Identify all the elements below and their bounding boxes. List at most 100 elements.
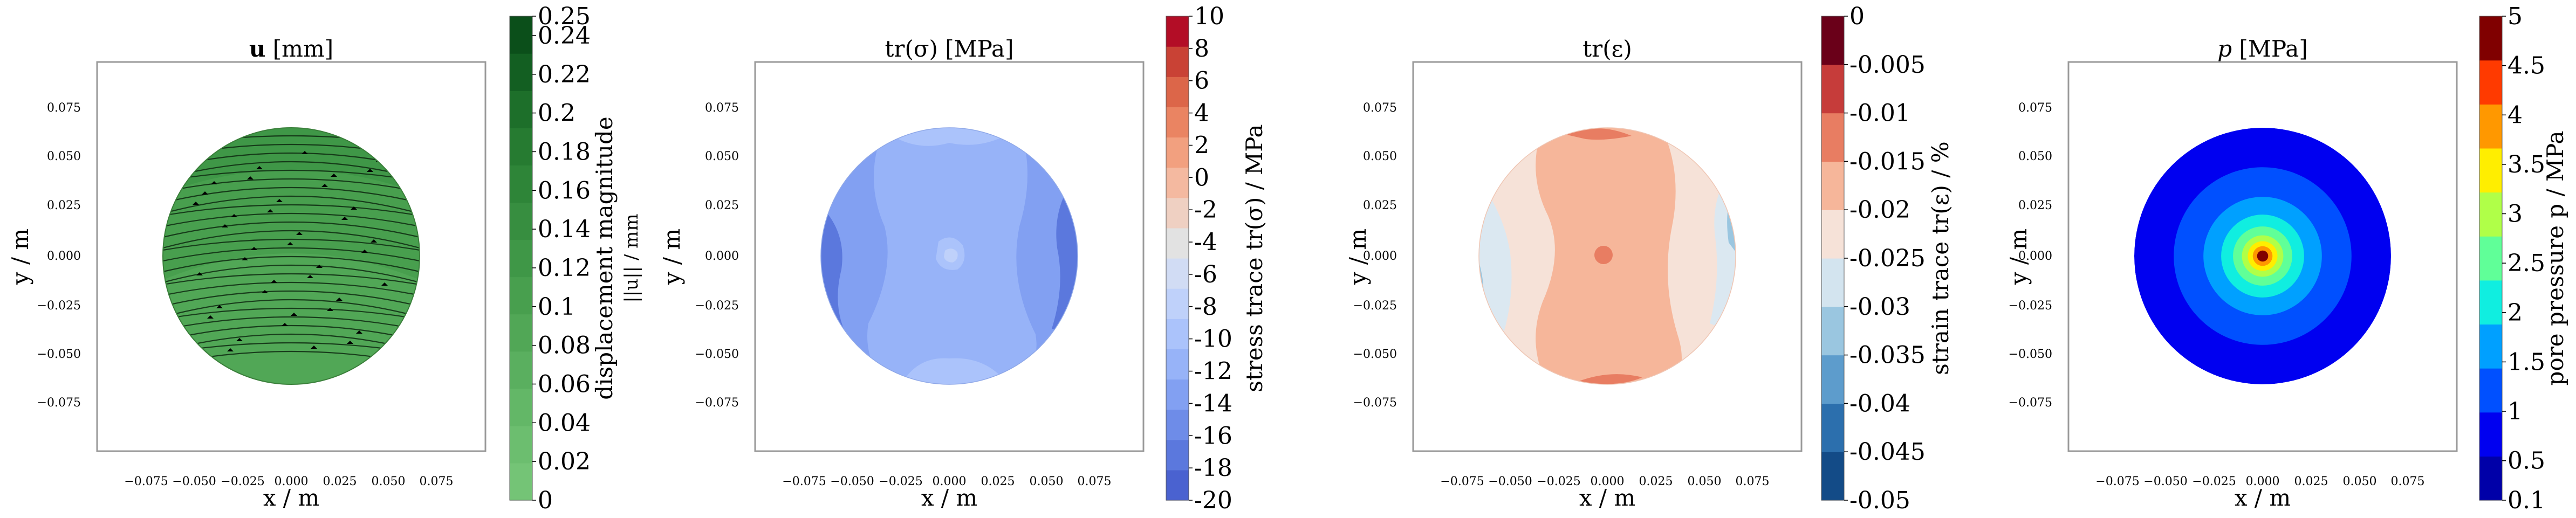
x-axis-label: x / m (1579, 485, 1635, 511)
streamline (163, 247, 420, 262)
colorbar-segment (1821, 258, 1844, 307)
colorbar-segment (1166, 77, 1189, 107)
y-tick-label: −0.075 (1353, 396, 1397, 410)
y-tick-label: −0.050 (37, 348, 81, 361)
colorbar-segment (510, 351, 532, 389)
colorbar-label: displacement magnitude (591, 116, 618, 399)
colorbar-segment (1166, 16, 1189, 47)
y-tick-label: −0.025 (695, 299, 739, 313)
colorbar-segment (510, 462, 532, 501)
colorbar-segment (1166, 409, 1189, 440)
colorbar-tick-label: -2 (1194, 196, 1217, 224)
colorbar-tick-label: 0.1 (2508, 487, 2545, 514)
x-axis-label: x / m (263, 485, 319, 511)
y-ticks: 0.075 0.050 0.025 0.000 −0.025 −0.050 −0… (37, 101, 81, 410)
colorbar-tick-label: -20 (1194, 487, 1232, 514)
colorbar-tick-label: 3.5 (2508, 151, 2545, 178)
colorbar-tick-label: 2 (1194, 132, 1209, 159)
y-axis-label: y / m (1345, 229, 1371, 285)
streamline-arrow (267, 209, 273, 212)
colorbar-segment (1821, 161, 1844, 210)
contour-region--0.015..-0.01 (1567, 128, 1632, 140)
y-tick-label: 0.000 (2018, 250, 2052, 263)
streamline-arrow (307, 275, 313, 278)
x-tick-label: −0.050 (830, 475, 874, 488)
colorbar-tick-label: -10 (1194, 326, 1232, 353)
y-tick-label: 0.000 (1363, 250, 1397, 263)
colorbar-tick-label: -12 (1194, 358, 1232, 385)
colorbar-segment (510, 239, 532, 278)
colorbar-tick-label: -0.02 (1849, 196, 1910, 224)
streamline-arrow (271, 280, 277, 283)
streamline-arrow (371, 239, 377, 243)
streamline-arrow (242, 257, 248, 260)
colorbar-tick-label: -0.035 (1849, 342, 1926, 369)
x-tick-label: 0.000 (2246, 475, 2280, 488)
x-tick-label: 0.050 (1030, 475, 1064, 488)
x-tick-label: 0.025 (981, 475, 1015, 488)
colorbar-segment (1166, 46, 1189, 77)
streamline (163, 273, 420, 286)
x-tick-label: 0.000 (933, 475, 967, 488)
colorbar-tick-label: 3 (2508, 201, 2523, 228)
streamline-arrow (302, 151, 308, 154)
colorbar-tick-label: 0.5 (2508, 447, 2545, 475)
colorbar-segment (2479, 236, 2502, 281)
streamline-arrow (196, 272, 203, 275)
x-ticks: −0.075 −0.050 −0.025 0.000 0.025 0.050 0… (2095, 475, 2424, 488)
panel-title: tr(ε) (1582, 36, 1632, 62)
colorbar-segment (1821, 113, 1844, 162)
colorbar-tick-label: 5 (2508, 3, 2523, 30)
streamline-arrow (227, 348, 234, 351)
y-tick-label: 0.025 (705, 199, 739, 212)
colorbar-segment (1821, 210, 1844, 259)
x-tick-label: −0.075 (2095, 475, 2139, 488)
streamline-arrow (256, 166, 263, 169)
y-tick-label: −0.075 (37, 396, 81, 410)
y-tick-label: 0.075 (2018, 101, 2052, 115)
colorbar-tick-label: 0.02 (538, 448, 591, 475)
colorbar-label: stress trace tr(σ) / MPa (1241, 124, 1268, 392)
colorbar-tick-label: 0.14 (538, 216, 591, 243)
streamline-arrow (251, 247, 257, 250)
contour-region--0.015..-0.01 (1594, 246, 1613, 264)
streamline (163, 161, 420, 180)
panel-title: tr(σ) [MPa] (885, 36, 1014, 62)
colorbar-tick-label: 0.2 (538, 100, 576, 127)
streamline-arrow (282, 323, 288, 326)
streamline-arrow (296, 232, 303, 235)
streamline-arrow (211, 181, 217, 184)
colorbar-tick-label: -8 (1194, 293, 1217, 321)
x-tick-label: 0.025 (323, 475, 357, 488)
y-tick-label: 0.000 (705, 250, 739, 263)
x-tick-label: 0.050 (2343, 475, 2377, 488)
y-tick-label: −0.075 (2009, 396, 2052, 410)
colorbar-tick-label: 0.08 (538, 332, 591, 360)
colorbar-segment (1166, 227, 1189, 259)
domain-boundary (1478, 127, 1736, 385)
y-ticks: 0.075 0.050 0.025 0.000 −0.025 −0.050 −0… (695, 101, 739, 410)
colorbar-tick-label: 8 (1194, 35, 1209, 63)
colorbar-tick-label: 0.25 (538, 3, 591, 30)
streamline-arrow (356, 330, 362, 334)
streamline-arrow (311, 346, 317, 349)
y-tick-label: −0.075 (695, 396, 739, 410)
colorbar-segment (1166, 288, 1189, 319)
panel-strain-trace: tr(ε) −0.075 −0.050 −0.025 0.000 0.025 0… (1345, 3, 1954, 514)
x-ticks: −0.075 −0.050 −0.025 0.000 0.025 0.050 0… (1440, 475, 1769, 488)
streamline-arrow (321, 184, 328, 187)
x-tick-label: 0.075 (1078, 475, 1112, 488)
streamline (163, 281, 420, 296)
colorbar-segment (1166, 137, 1189, 168)
domain-boundary (162, 127, 420, 385)
x-tick-label: 0.000 (275, 475, 309, 488)
colorbar-tick-label: 1 (2508, 398, 2523, 425)
y-tick-label: 0.025 (2018, 199, 2052, 212)
domain-boundary (820, 127, 1078, 385)
y-tick-label: 0.025 (47, 199, 81, 212)
y-tick-label: 0.075 (47, 101, 81, 115)
colorbar-segment (2479, 368, 2502, 413)
colorbar-tick-label: -0.005 (1849, 51, 1926, 79)
colorbar-segment (510, 314, 532, 352)
